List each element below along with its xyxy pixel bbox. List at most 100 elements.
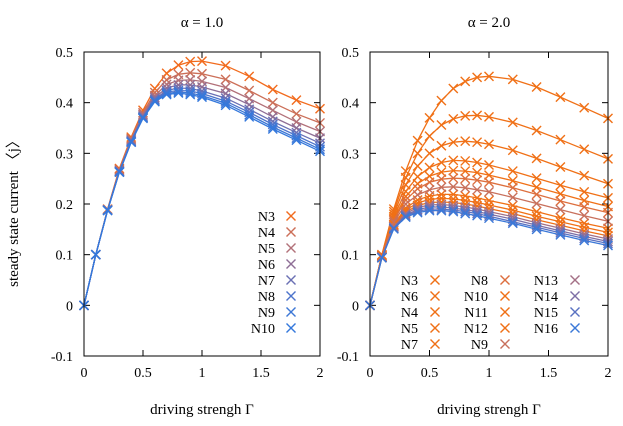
series-line [369,177,609,306]
data-point [114,167,125,178]
chart-title: α = 2.0 [468,15,511,31]
data-point [448,189,459,200]
data-point [424,162,435,173]
data-point [555,180,566,191]
data-point [267,121,278,132]
data-point [579,210,590,221]
data-point [291,133,302,144]
data-point [185,89,196,100]
data-point [531,222,542,233]
data-point [484,159,494,170]
series-N16 [365,205,613,311]
data-point [220,100,231,111]
legend-marker [430,291,440,301]
legend-label: N3 [401,274,418,289]
data-point [460,110,471,121]
data-point [436,167,447,178]
data-point [436,119,447,130]
data-point [507,74,518,85]
data-point [555,195,566,206]
y-tick-label: 0.3 [56,147,74,162]
x-tick-label: 2 [317,366,324,381]
data-point [244,109,255,120]
data-point [424,204,435,215]
data-point [138,113,148,124]
data-point [424,205,435,216]
x-tick-label: 1 [486,366,493,381]
series-line [83,87,321,306]
series-line [369,186,609,306]
chart-title: α = 1.0 [181,15,224,31]
plot-frame [369,51,609,357]
data-point [400,191,411,202]
series-N10 [79,88,325,311]
legend-marker [286,323,296,333]
x-tick-label: 1.5 [252,366,270,381]
data-point [197,90,207,101]
legend-label: N15 [534,306,558,321]
series-line [83,92,321,306]
data-point [197,92,207,103]
data-point [412,207,423,218]
legend-label: N8 [258,290,275,305]
data-point [448,155,459,166]
data-point [531,173,542,184]
legend-label: N5 [401,322,418,337]
x-tick-label: 0.5 [134,366,152,381]
data-point [149,96,160,107]
y-tick-label: -0.1 [51,350,73,365]
data-point [424,131,435,142]
data-point [472,175,483,186]
data-point [460,76,471,87]
data-point [400,208,411,219]
data-point [484,213,494,224]
legend-label: N16 [534,322,558,337]
data-point [448,205,459,216]
series-line [369,197,609,306]
y-tick-label: 0.5 [56,46,74,61]
series-N5 [79,74,325,311]
data-point [472,157,483,168]
y-axis-label: steady state current 〈j〉 [5,133,22,287]
series-N6 [79,79,325,311]
series-line [83,79,321,306]
data-point [472,192,483,203]
legend-label: N9 [258,306,275,321]
data-point [472,72,483,83]
legend-marker [570,323,580,333]
data-point [484,195,494,206]
data-point [424,184,435,195]
data-point [400,199,411,209]
data-point [531,206,542,217]
data-point [555,227,566,238]
data-point [531,182,542,193]
series-line [83,91,321,306]
legend-label: N14 [534,290,558,305]
data-point [267,97,278,108]
data-point [579,186,590,197]
x-axis-label: driving strengh Γ [437,402,541,418]
data-point [220,74,231,85]
data-point [579,102,590,113]
data-point [412,148,423,159]
data-point [460,155,471,166]
data-point [424,148,435,159]
data-point [531,224,542,235]
legend-marker [286,275,296,285]
data-point [484,186,494,197]
data-point [412,171,423,182]
data-point [484,111,494,122]
legend-marker [500,291,510,301]
data-point [472,137,483,148]
data-point [291,108,302,119]
legend-marker [570,307,580,317]
data-point [400,212,411,223]
y-tick-label: 0.2 [342,198,360,213]
data-point [531,125,542,136]
legend-label: N5 [258,242,275,257]
data-point [388,206,399,217]
data-point [244,71,255,82]
data-point [555,134,566,145]
legend-label: N6 [258,258,275,273]
